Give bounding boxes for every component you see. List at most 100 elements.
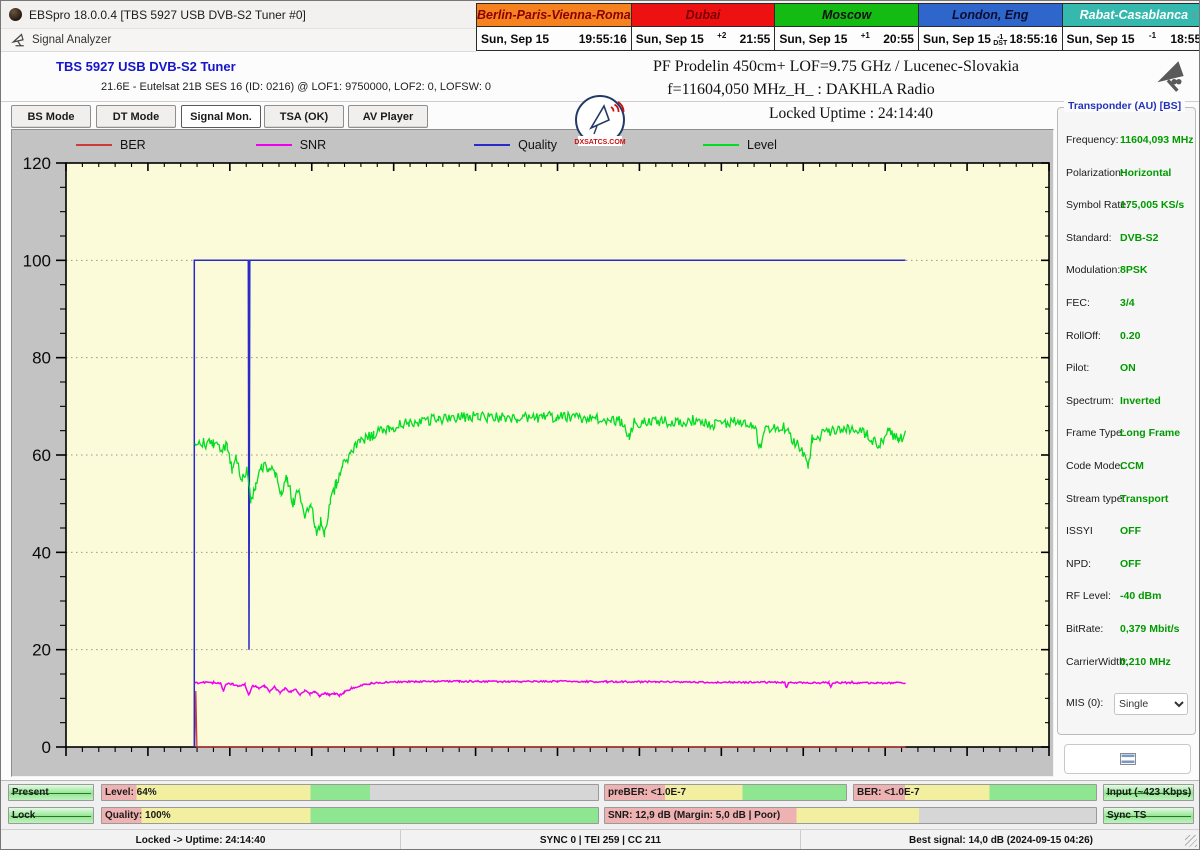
meter-lock: Lock — [8, 807, 94, 824]
transponder-label: BitRate: — [1066, 623, 1104, 635]
meter-syncts: Sync TS — [1103, 807, 1194, 824]
transponder-label: NPD: — [1066, 557, 1092, 570]
clock-time-row: Sun, Sep 15 -1 DST 18:55:16 — [918, 27, 1062, 50]
legend-line — [703, 144, 740, 146]
svg-text:80: 80 — [32, 349, 51, 368]
resize-grip[interactable] — [1185, 835, 1197, 847]
satellite-dish-icon — [1157, 61, 1184, 92]
clock-date: Sun, Sep 15 — [922, 31, 991, 46]
clock-date: Sun, Sep 15 — [635, 31, 704, 46]
meter-ber: BER: <1.0E-7 — [853, 784, 1097, 801]
clock-3: London, Eng Sun, Sep 15 -1 DST 18:55:16 — [918, 3, 1063, 51]
frequency-info: f=11604,050 MHz_H_ : DAKHLA Radio — [667, 81, 935, 98]
svg-text:40: 40 — [32, 543, 51, 562]
clock-2: Moscow Sun, Sep 15 +1 20:55 — [775, 3, 919, 51]
legend-item-quality: Quality — [474, 138, 557, 152]
tab-bs-mode[interactable]: BS Mode — [11, 105, 91, 128]
window-title: EBSpro 18.0.0.4 [TBS 5927 USB DVB-S2 Tun… — [29, 7, 306, 22]
legend-label: BER — [120, 138, 146, 152]
transponder-value: 0,210 MHz — [1120, 655, 1171, 668]
mis-label: MIS (0): — [1066, 697, 1104, 709]
transponder-label: Spectrum: — [1066, 394, 1114, 407]
transponder-list-button[interactable] — [1064, 744, 1191, 774]
meter-label: Present — [12, 787, 49, 798]
status-bar: Locked -> Uptime: 24:14:40 SYNC 0 | TEI 2… — [1, 829, 1199, 849]
meter-label: Lock — [12, 810, 36, 821]
clock-4: Rabat-Casablanca Sun, Sep 15 -1 18:55 — [1062, 3, 1200, 51]
transponder-row-15: BitRate: 0,379 Mbit/s — [1058, 623, 1197, 637]
meter-label: BER: <1.0E-7 — [857, 787, 920, 798]
transponder-label: Standard: — [1066, 231, 1112, 244]
meter-label: preBER: <1.0E-7 — [608, 787, 687, 798]
transponder-value: 8PSK — [1120, 264, 1148, 277]
meter-label: Level: 64% — [105, 787, 157, 798]
svg-text:120: 120 — [23, 154, 51, 173]
meter-quality: Quality: 100% — [101, 807, 599, 824]
legend-line — [76, 144, 112, 146]
transponder-row-1: Polarization: Horizontal — [1058, 167, 1197, 181]
tab-av-player[interactable]: AV Player — [348, 105, 428, 128]
clock-date: Sun, Sep 15 — [481, 31, 550, 46]
logo-text: DXSATCS.COM — [574, 139, 625, 146]
dxsatcs-logo: DXSATCS.COM — [574, 95, 626, 146]
transponder-panel: Transponder (AU) [BS] Frequency: 11604,09… — [1057, 100, 1197, 735]
svg-text:60: 60 — [32, 446, 51, 465]
transponder-value: ON — [1120, 362, 1136, 375]
utc-offset: +1 — [860, 31, 870, 40]
transponder-row-3: Standard: DVB-S2 — [1058, 232, 1197, 246]
transponder-value: 11604,093 MHz — [1120, 134, 1194, 146]
legend-item-level: Level — [703, 138, 777, 152]
transponder-row-12: ISSYI OFF — [1058, 525, 1197, 539]
clock-city-label: Moscow — [775, 4, 918, 27]
clock-city-label: Dubai — [631, 4, 775, 27]
transponder-row-5: FEC: 3/4 — [1058, 297, 1197, 311]
transponder-row-6: RollOff: 0.20 — [1058, 330, 1197, 344]
clock-time: 18:55:16 — [1009, 31, 1058, 46]
clock-time-row: Sun, Sep 15 19:55:16 — [477, 27, 631, 50]
clock-more-arrow[interactable]: › — [1192, 7, 1197, 22]
list-icon — [1119, 753, 1136, 765]
clock-offset: +1 — [847, 31, 883, 46]
clock-0: Berlin-Paris-Vienna-Roma Sun, Sep 15 19:55… — [476, 3, 632, 51]
transponder-value: OFF — [1120, 557, 1141, 570]
meter-present: Present — [8, 784, 94, 801]
transponder-value: Inverted — [1120, 394, 1161, 407]
toolbar: Signal Analyzer — [1, 29, 476, 52]
legend-item-ber: BER — [76, 138, 146, 152]
transponder-value: 0,379 Mbit/s — [1120, 623, 1180, 635]
svg-text:0: 0 — [42, 738, 51, 757]
tab-tsa-ok-[interactable]: TSA (OK) — [264, 105, 344, 128]
meter-label: Input (~423 Kbps) — [1107, 787, 1192, 798]
clock-time: 19:55:16 — [578, 31, 627, 46]
signal-analyzer-icon — [11, 32, 24, 46]
dst-offset: -1 DST — [993, 34, 1008, 47]
transponder-label: Stream type: — [1066, 492, 1126, 505]
transponder-value: Horizontal — [1120, 166, 1172, 179]
tab-signal-mon-[interactable]: Signal Mon. — [181, 105, 261, 128]
toolbar-item-signal-analyzer[interactable]: Signal Analyzer — [32, 34, 112, 46]
legend-label: SNR — [299, 138, 327, 152]
world-clocks: Berlin-Paris-Vienna-Roma Sun, Sep 15 19:55… — [476, 3, 1199, 51]
transponder-value: 0.20 — [1120, 329, 1141, 342]
transponder-value: Long Frame — [1120, 427, 1181, 440]
transponder-label: Frame Type: — [1066, 427, 1125, 440]
legend-label: Level — [747, 138, 777, 152]
transponder-label: FEC: — [1066, 297, 1090, 309]
mis-select[interactable]: Single — [1114, 693, 1188, 715]
clock-time-row: Sun, Sep 15 +1 20:55 — [775, 27, 918, 50]
meter-preber: preBER: <1.0E-7 — [604, 784, 847, 801]
meter-label: Quality: 100% — [105, 810, 171, 821]
transponder-label: Polarization: — [1066, 166, 1124, 179]
locked-uptime: Locked Uptime : 24:14:40 — [768, 105, 933, 122]
clock-time: 18:55 — [1170, 31, 1200, 46]
antenna-info: PF Prodelin 450cm+ LOF=9.75 GHz / Lucene… — [653, 58, 1019, 75]
tab-dt-mode[interactable]: DT Mode — [96, 105, 176, 128]
clock-city-label: London, Eng — [918, 4, 1062, 27]
clock-time: 20:55 — [883, 31, 914, 46]
status-uptime: Locked -> Uptime: 24:14:40 — [1, 830, 401, 849]
clock-offset: -1 DST — [991, 29, 1010, 48]
meter-input: Input (~423 Kbps) — [1103, 784, 1194, 801]
transponder-label: Code Mode: — [1066, 460, 1124, 472]
transponder-row-2: Symbol Rate: 175,005 KS/s — [1058, 199, 1197, 213]
meter-level: Level: 64% — [101, 784, 599, 801]
